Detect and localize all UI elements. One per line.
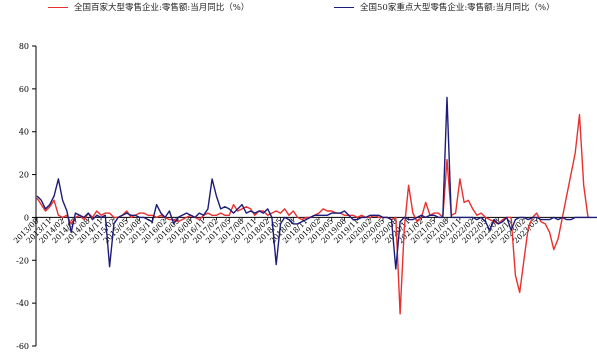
- legend-entry-50jia: 全国50家重点大型零售企业:零售额:当月同比（%）: [334, 1, 555, 13]
- legend-label-50jia: 全国50家重点大型零售企业:零售额:当月同比（%）: [360, 3, 555, 13]
- chart-legend: 全国百家大型零售企业:零售额:当月同比（%） 全国50家重点大型零售企业:零售额…: [0, 1, 597, 15]
- y-tick-label: -40: [16, 299, 29, 308]
- y-tick-label: -60: [16, 342, 29, 351]
- series-line-baijia: [36, 113, 589, 315]
- y-tick-label: -20: [16, 256, 29, 265]
- y-tick-label: 20: [19, 171, 29, 180]
- y-axis: -60 -40 -20 0 20 40 60 80: [16, 42, 37, 351]
- y-tick-label: 40: [19, 128, 29, 137]
- legend-swatch-baijia: [48, 6, 68, 8]
- series-lines: [36, 96, 597, 315]
- legend-entry-baijia: 全国百家大型零售企业:零售额:当月同比（%）: [48, 1, 249, 13]
- legend-label-baijia: 全国百家大型零售企业:零售额:当月同比（%）: [74, 3, 250, 13]
- legend-swatch-50jia: [334, 6, 354, 8]
- y-tick-label: 0: [24, 213, 29, 222]
- y-tick-label: 60: [19, 85, 29, 94]
- series-line-50jia: [36, 96, 597, 270]
- y-tick-label: 80: [19, 42, 29, 51]
